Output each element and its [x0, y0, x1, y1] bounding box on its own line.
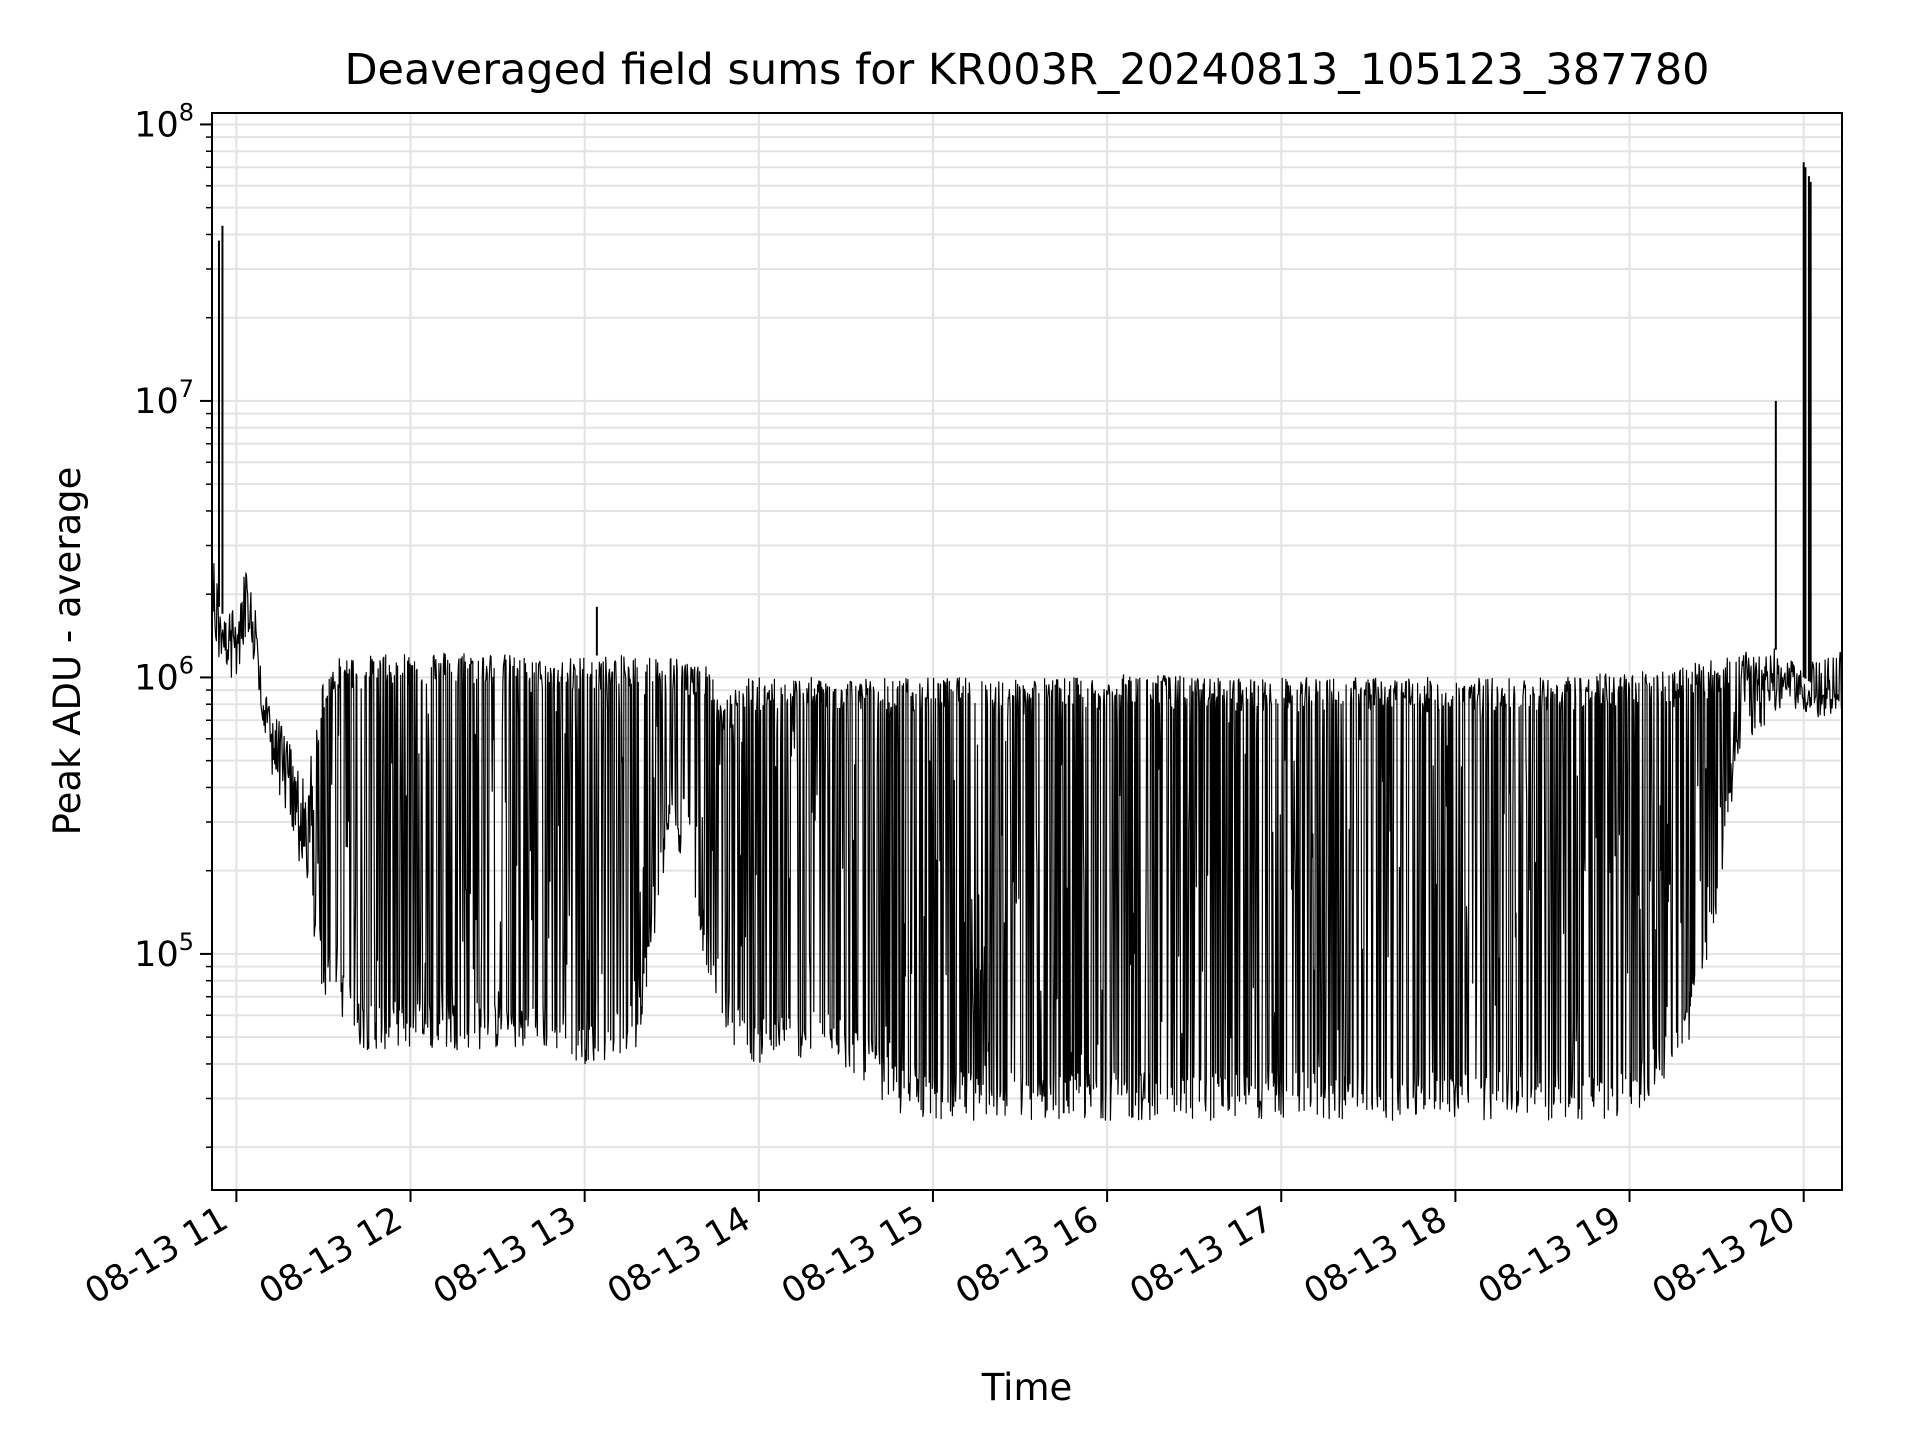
y-axis-label: Peak ADU - average: [46, 467, 89, 836]
y-tick-label: 105: [134, 928, 194, 975]
x-axis-label: Time: [981, 1366, 1073, 1409]
y-tick-label: 107: [134, 375, 194, 422]
y-tick-base: 10: [134, 935, 179, 975]
y-tick-base: 10: [134, 658, 179, 698]
series-line: [211, 563, 1843, 1121]
y-tick-exponent: 8: [179, 98, 194, 126]
y-tick-base: 10: [134, 382, 179, 422]
y-tick-exponent: 6: [179, 651, 194, 679]
y-tick-exponent: 7: [179, 375, 194, 403]
y-tick-base: 10: [134, 105, 179, 145]
y-tick-exponent: 5: [179, 928, 194, 956]
plot-frame: [211, 112, 1843, 1191]
chart-title: Deaveraged field sums for KR003R_2024081…: [344, 45, 1709, 95]
y-tick-label: 108: [134, 98, 194, 145]
data-series: [211, 162, 1843, 1121]
y-tick-label: 106: [134, 651, 194, 698]
